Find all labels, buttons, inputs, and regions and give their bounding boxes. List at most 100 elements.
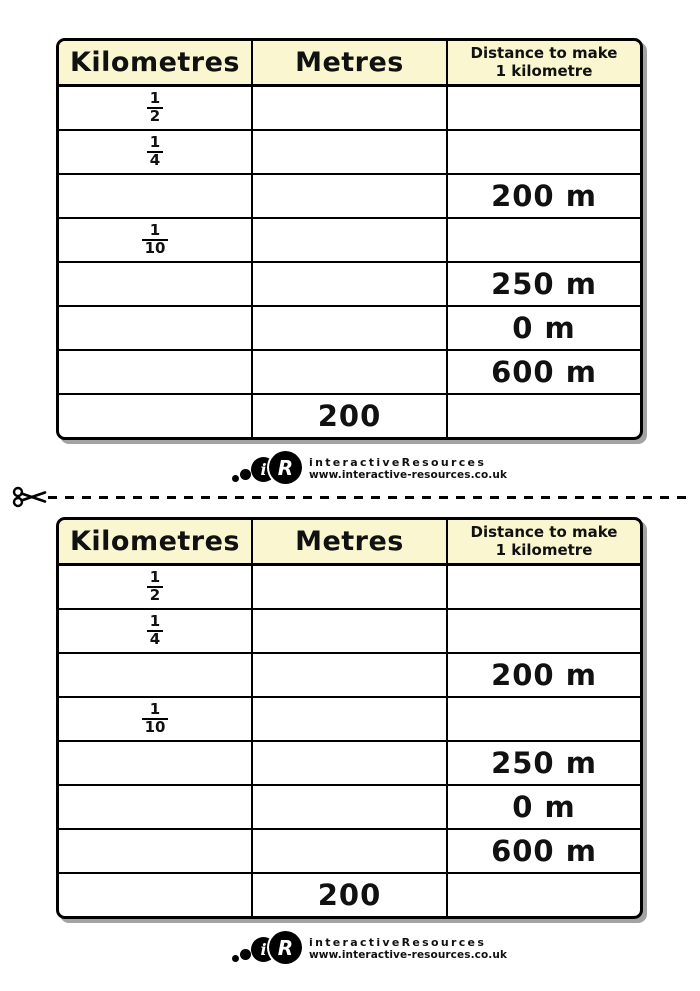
publisher-logo: i R interactiveResources www.interactive… [232, 930, 507, 968]
header-kilometres: Kilometres [69, 526, 241, 557]
kilometres-cell: 1 4 [59, 610, 251, 652]
fraction-numerator: 1 [149, 221, 161, 240]
table-header-row: Kilometres Metres Distance to make 1 kil… [59, 520, 640, 563]
kilometres-cell [59, 654, 251, 696]
distance-cell [446, 219, 640, 261]
fraction-denominator: 2 [146, 586, 164, 604]
kilometres-cell: 1 10 [59, 698, 251, 740]
table-row: 250 m [59, 740, 640, 784]
publisher-text: interactiveResources www.interactive-res… [309, 936, 507, 963]
distance-cell [446, 698, 640, 740]
metres-cell [251, 219, 446, 261]
kilometres-cell [59, 351, 251, 393]
table-row: 200 m [59, 173, 640, 217]
metres-cell [251, 654, 446, 696]
kilometres-cell [59, 175, 251, 217]
distance-cell [446, 87, 640, 129]
distance-cell: 200 m [446, 175, 640, 217]
publisher-name: interactiveResources [309, 935, 487, 949]
metres-cell [251, 610, 446, 652]
metres-cell [251, 175, 446, 217]
header-distance-line1: Distance to make [470, 44, 618, 63]
kilometres-cell: 1 10 [59, 219, 251, 261]
table-row: 0 m [59, 305, 640, 349]
header-metres: Metres [251, 520, 446, 563]
table-row: 250 m [59, 261, 640, 305]
kilometres-cell [59, 263, 251, 305]
kilometres-cell [59, 830, 251, 872]
header-distance: Distance to make 1 kilometre [446, 520, 640, 563]
distance-cell [446, 131, 640, 173]
table-row: 0 m [59, 784, 640, 828]
distance-cell: 250 m [446, 742, 640, 784]
metres-cell [251, 830, 446, 872]
fraction-denominator: 2 [146, 107, 164, 125]
scissors-icon [12, 486, 47, 508]
fraction-one-half: 1 2 [146, 568, 164, 604]
fraction-one-tenth: 1 10 [141, 701, 169, 736]
metres-cell [251, 131, 446, 173]
header-metres: Metres [251, 41, 446, 84]
metres-cell [251, 698, 446, 740]
table-row: 200 m [59, 652, 640, 696]
distance-cell [446, 395, 640, 437]
publisher-logo: i R interactiveResources www.interactive… [232, 450, 507, 488]
fraction-denominator: 10 [141, 239, 169, 257]
table-row: 1 4 [59, 608, 640, 652]
metres-cell: 200 [251, 874, 446, 916]
header-kilometres: Kilometres [69, 47, 241, 78]
table-row: 200 [59, 393, 640, 437]
distance-cell: 600 m [446, 351, 640, 393]
metres-cell [251, 351, 446, 393]
fraction-one-half: 1 2 [146, 89, 164, 125]
metres-cell [251, 742, 446, 784]
dashed-cut-line [48, 496, 688, 499]
publisher-text: interactiveResources www.interactive-res… [309, 456, 507, 483]
distance-cell [446, 874, 640, 916]
header-distance: Distance to make 1 kilometre [446, 41, 640, 84]
kilometres-cell: 1 4 [59, 131, 251, 173]
table-row: 1 4 [59, 129, 640, 173]
kilometres-cell [59, 874, 251, 916]
kilometres-cell [59, 786, 251, 828]
metres-cell [251, 307, 446, 349]
publisher-url: www.interactive-resources.co.uk [309, 949, 508, 962]
distance-cell: 0 m [446, 786, 640, 828]
publisher-name: interactiveResources [309, 455, 487, 469]
ir-logo-icon: i R [232, 930, 302, 968]
kilometres-cell [59, 307, 251, 349]
distance-cell: 0 m [446, 307, 640, 349]
fraction-one-tenth: 1 10 [141, 221, 169, 257]
metres-cell [251, 263, 446, 305]
table-row: 600 m [59, 349, 640, 393]
kilometres-cell: 1 2 [59, 566, 251, 608]
table-row: 200 [59, 872, 640, 916]
distance-cell: 600 m [446, 830, 640, 872]
header-distance-line1: Distance to make [470, 523, 618, 542]
kilometres-cell [59, 742, 251, 784]
metres-cell [251, 87, 446, 129]
distance-cell: 200 m [446, 654, 640, 696]
fraction-denominator: 4 [146, 151, 164, 169]
table-row: 1 2 [59, 563, 640, 608]
logo-letter-r: R [269, 931, 302, 964]
kilometres-cell: 1 2 [59, 87, 251, 129]
fraction-denominator: 4 [146, 630, 164, 648]
table-row: 1 2 [59, 84, 640, 129]
fraction-numerator: 1 [149, 568, 161, 587]
table-row: 1 10 [59, 696, 640, 740]
metres-cell [251, 786, 446, 828]
fraction-numerator: 1 [149, 612, 161, 631]
table-row: 1 10 [59, 217, 640, 261]
fraction-numerator: 1 [149, 133, 161, 152]
logo-letter-r: R [269, 451, 302, 484]
header-distance-line2: 1 kilometre [495, 540, 593, 559]
conversion-table-bottom: Kilometres Metres Distance to make 1 kil… [56, 517, 643, 919]
table-header-row: Kilometres Metres Distance to make 1 kil… [59, 41, 640, 84]
fraction-numerator: 1 [149, 89, 161, 108]
fraction-one-quarter: 1 4 [146, 612, 164, 648]
metres-cell: 200 [251, 395, 446, 437]
fraction-denominator: 10 [141, 718, 169, 736]
table-row: 600 m [59, 828, 640, 872]
